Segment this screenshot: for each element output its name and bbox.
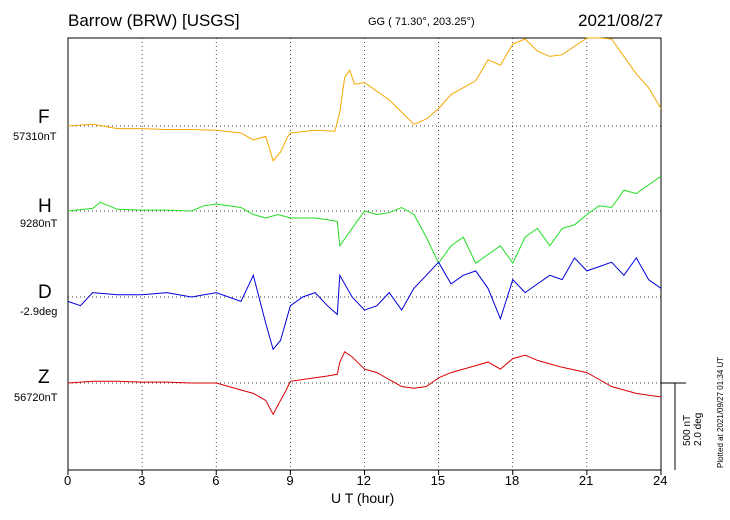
scale-nt-label: 500 nT (682, 414, 693, 446)
x-tick-label: 0 (64, 473, 72, 488)
x-ticks (67, 470, 662, 475)
x-tick-label: 3 (138, 473, 146, 488)
station-title: Barrow (BRW) [USGS] (68, 11, 240, 30)
channel-z-baseline: 56720nT (14, 392, 58, 404)
channel-d-label: D (38, 282, 52, 303)
series-z-line (67, 350, 662, 416)
channel-z-label: Z (38, 367, 50, 388)
series-group (67, 37, 662, 416)
date-label: 2021/08/27 (578, 11, 664, 30)
x-tick-label: 6 (212, 473, 220, 488)
channel-h-baseline: 9280nT (20, 218, 58, 230)
channel-f-label: F (38, 107, 50, 128)
x-tick-label: 9 (286, 473, 294, 488)
channel-f-baseline: 57310nT (13, 131, 57, 143)
x-tick-label: 24 (653, 473, 668, 488)
series-h-line (67, 175, 662, 265)
x-tick-label: 18 (504, 473, 520, 488)
x-tick-label: 21 (578, 473, 594, 488)
x-tick-label: 12 (356, 473, 371, 488)
series-d-line (67, 256, 662, 351)
coords-label: GG ( 71.30°, 203.25°) (368, 16, 475, 28)
x-axis-label: U T (hour) (331, 490, 395, 506)
scale-deg-label: 2.0 deg (693, 412, 704, 446)
channel-h-label: H (38, 196, 52, 217)
x-tick-label: 15 (430, 473, 446, 488)
channel-d-baseline: -2.9deg (20, 306, 58, 318)
plotted-timestamp: Plotted at 2021/09/27 01:34 UT (716, 356, 725, 468)
series-f-line (67, 37, 662, 162)
grid-lines (68, 38, 661, 470)
